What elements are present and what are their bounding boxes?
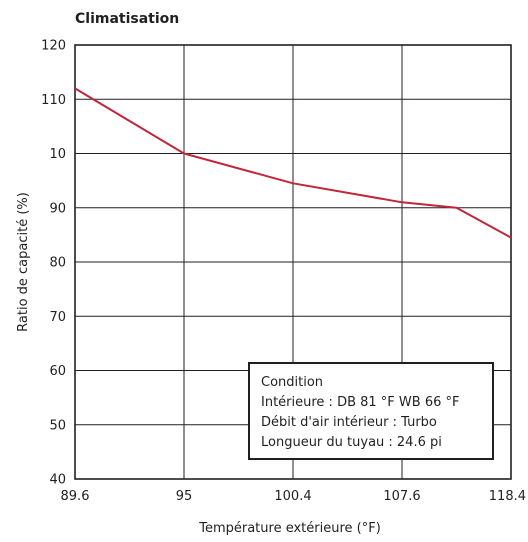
y-tick-label: 120 — [41, 39, 66, 54]
x-axis: 89.6 95 100.4 107.6 118.4 — [61, 489, 526, 504]
plot-frame — [74, 44, 512, 480]
note-box — [248, 362, 494, 460]
note-line-2: Intérieure : DB 81 °F WB 66 °F — [261, 395, 459, 410]
y-tick-label: 80 — [49, 256, 66, 271]
y-tick-label: 90 — [49, 201, 66, 216]
x-tick-label: 95 — [176, 489, 193, 504]
y-tick-label: 10 — [49, 147, 66, 162]
y-tick-label: 70 — [49, 310, 66, 325]
y-tick-label: 40 — [49, 473, 66, 488]
chart-title: Climatisation — [75, 11, 179, 27]
x-tick-label: 118.4 — [489, 489, 526, 504]
y-tick-label: 60 — [49, 364, 66, 379]
series-line — [74, 87, 512, 239]
x-tick-label: 107.6 — [383, 489, 420, 504]
note-line-4: Longueur du tuyau : 24.6 pi — [261, 435, 442, 450]
y-axis: 120 110 10 90 80 70 60 50 40 — [41, 39, 66, 488]
y-tick-label: 50 — [49, 418, 66, 433]
y-tick-label: 110 — [41, 93, 66, 108]
note-line-3: Débit d'air intérieur : Turbo — [261, 415, 437, 430]
y-axis-label: Ratio de capacité (%) — [16, 192, 31, 332]
x-tick-label: 89.6 — [61, 489, 90, 504]
x-tick-label: 100.4 — [274, 489, 311, 504]
condition-note: Condition Intérieure : DB 81 °F WB 66 °F… — [248, 362, 494, 460]
note-line-1: Condition — [261, 375, 323, 390]
x-axis-label: Température extérieure (°F) — [198, 521, 381, 536]
